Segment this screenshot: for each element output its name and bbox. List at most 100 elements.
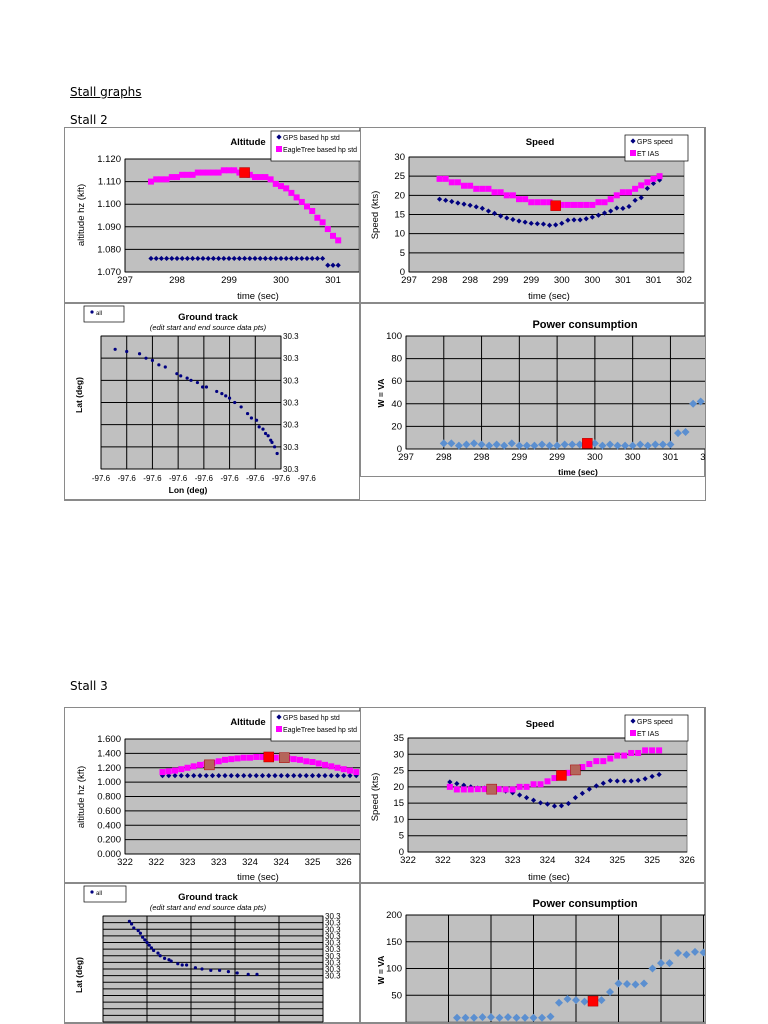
y-tick-label: 40 [391, 399, 402, 410]
data-point [509, 786, 516, 793]
data-point [551, 775, 558, 782]
data-point [577, 217, 583, 223]
y-tick-label: 200 [386, 910, 402, 921]
y-tick-label: 30.3 [283, 443, 299, 452]
series-power [453, 947, 705, 1022]
data-point [169, 959, 173, 963]
x-tick-label: 324 [574, 855, 590, 866]
data-point [197, 773, 203, 779]
highlight-marker [587, 995, 599, 1007]
data-point [631, 980, 640, 989]
data-point [691, 947, 699, 956]
data-point [195, 380, 200, 385]
document-heading: Stall graphs [70, 85, 142, 99]
data-point [638, 195, 644, 201]
data-point [546, 1012, 555, 1021]
data-point [485, 185, 492, 192]
legend: all [83, 885, 127, 903]
data-point [347, 773, 353, 779]
data-point [580, 997, 589, 1006]
x-tick-label: 326 [679, 855, 695, 866]
data-point [658, 440, 667, 449]
data-point [257, 174, 264, 181]
data-point [209, 968, 213, 972]
legend-entry: GPS based hp std [283, 135, 340, 142]
y-tick-label: 20 [393, 782, 404, 793]
legend-marker-icon [630, 138, 636, 144]
legend-box [83, 305, 125, 323]
data-point [185, 963, 189, 967]
y-tick-label: 0.400 [97, 820, 121, 831]
data-point [261, 427, 265, 431]
data-point [640, 979, 648, 988]
x-axis-label: time (sec) [558, 467, 598, 477]
data-point [523, 795, 530, 801]
data-point [643, 441, 652, 450]
legend-entry: EagleTree based hp std [283, 727, 357, 734]
data-point [263, 431, 268, 436]
data-point [638, 182, 645, 189]
data-point [540, 221, 547, 227]
x-tick-label: 325 [609, 855, 625, 866]
data-point [530, 797, 537, 803]
data-point [231, 167, 238, 174]
data-point [215, 758, 222, 765]
series-eagletree-based-hp-std [159, 753, 360, 776]
data-point [228, 756, 235, 763]
data-point [620, 205, 626, 211]
data-point [470, 1013, 478, 1022]
y-axis-label: Speed (kts) [370, 773, 381, 822]
data-point [166, 773, 172, 779]
y-tick-label: 30.3 [325, 939, 341, 948]
data-point [194, 169, 201, 176]
data-point [699, 948, 705, 957]
data-point [642, 747, 649, 754]
data-point [644, 179, 651, 186]
data-point [168, 174, 175, 181]
data-point [283, 255, 289, 262]
chart-altitude-stall-3: 0.000 0.200 0.400 0.600 0.800 1.000 1.200 1.400… [64, 707, 360, 883]
data-point [267, 176, 274, 183]
data-point [145, 940, 149, 945]
data-point [572, 996, 580, 1005]
data-point [502, 786, 509, 793]
data-point [600, 780, 606, 786]
data-point [247, 754, 253, 761]
series-all [127, 919, 259, 976]
x-tick-label: 301 [700, 452, 705, 463]
data-point [148, 178, 154, 185]
data-point [200, 967, 204, 971]
data-point [491, 189, 498, 196]
x-tick-label: 326 [336, 857, 352, 868]
data-point [626, 189, 632, 196]
data-point [288, 189, 295, 196]
data-point [341, 773, 347, 779]
y-tick-label: 20 [394, 190, 405, 201]
y-tick-label: 35 [393, 733, 404, 744]
data-point [113, 347, 117, 351]
y-tick-label: 15 [393, 798, 404, 809]
data-point [538, 440, 546, 449]
data-point [249, 416, 254, 420]
data-point [583, 216, 589, 222]
data-point [143, 938, 147, 942]
data-point [149, 946, 153, 950]
data-point [454, 441, 463, 450]
data-point [495, 1013, 504, 1022]
data-point [259, 753, 266, 760]
data-point [270, 440, 274, 444]
data-point [491, 210, 498, 216]
data-point [598, 441, 607, 450]
y-tick-label: 10 [394, 229, 405, 240]
data-point [284, 773, 291, 779]
legend-marker-icon [276, 134, 282, 140]
data-point [293, 194, 300, 201]
chart-ground-track-stall-3: 30.330.330.330.330.330.330.330.330.330.3… [64, 883, 360, 1023]
data-point [565, 217, 571, 223]
x-tick-label: 325 [305, 857, 321, 868]
data-point [328, 763, 335, 770]
data-point [503, 192, 510, 199]
data-point [479, 185, 486, 192]
x-tick-label: 297 [117, 275, 133, 286]
data-point [144, 356, 148, 360]
